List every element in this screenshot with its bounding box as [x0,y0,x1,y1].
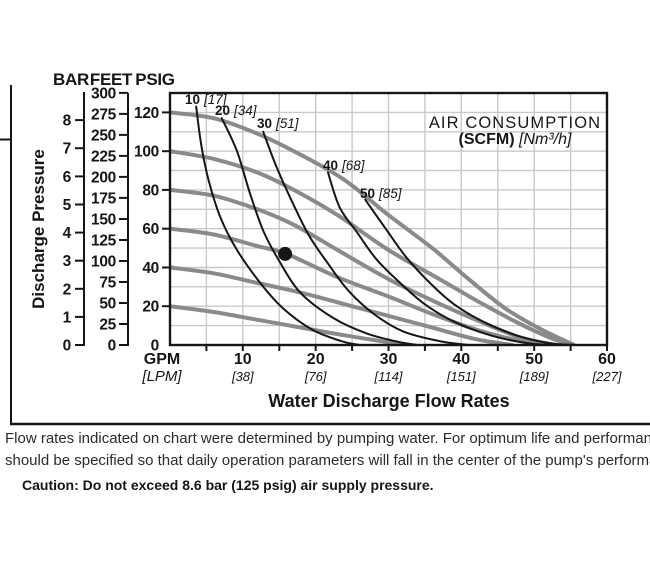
air-curve-10scfm [195,105,361,345]
psig-tick-label: 80 [142,182,159,199]
caution-text: Caution: Do not exceed 8.6 bar (125 psig… [22,477,434,493]
pump-curve-120psig [170,110,577,345]
operating-point-dot [278,246,293,261]
legend-nm3h: [Nm³/h] [518,131,572,148]
air-curve-label-50: 50 [85] [360,186,403,201]
lpm-tick-label: [227] [592,369,622,384]
grid [170,93,607,345]
legend-scfm: (SCFM) [458,131,515,148]
air-curve-50scfm [364,198,576,345]
feet-tick-label: 175 [91,190,117,207]
bar-tick-label: 5 [63,197,72,214]
bar-tick-label: 8 [63,113,72,130]
lpm-tick-label: [114] [374,369,403,384]
feet-tick-label: 150 [91,212,116,229]
gpm-axis: 10[38] 20[76] 30[114] 40[151] 50[189] 60[227] [205,346,622,384]
feet-tick-label: 225 [91,148,117,165]
psig-tick-label: 100 [134,144,159,161]
gpm-tick-label: 60 [598,351,616,368]
psig-axis-header: PSIG [135,70,175,89]
feet-tick-label: 0 [108,338,116,355]
footnote-line2: should be specified so that daily operat… [5,452,650,469]
bar-axis: 0 1 2 3 4 5 6 7 8 [63,92,85,355]
air-curve-label-20: 20 [34] [215,103,258,118]
x-axis-unit: GPM [LPM] [142,351,181,385]
bar-tick-label: 4 [63,225,72,242]
gpm-tick-label: 20 [307,351,325,368]
air-consumption-legend: AIR CONSUMPTION (SCFM) [Nm³/h] [429,115,601,148]
psig-tick-label: 120 [134,105,159,122]
feet-tick-label: 25 [99,317,116,334]
air-curve-label-10: 10 [17] [185,92,228,107]
legend-units: (SCFM) [Nm³/h] [429,132,601,148]
feet-axis: 0 25 50 75 100 125 150 175 200 225 250 275 300 [91,85,129,355]
footnote-line1: Flow rates indicated on chart were deter… [5,430,650,447]
air-curve-20scfm [220,117,419,345]
feet-axis-header: FEET [89,70,133,89]
bar-tick-label: 7 [63,141,71,158]
gpm-tick-label: 40 [452,351,470,368]
lpm-tick-label: [38] [231,369,254,384]
feet-tick-label: 75 [99,275,116,292]
lpm-tick-label: [151] [446,369,476,384]
psig-tick-label: 40 [142,260,159,277]
gpm-tick-label: 30 [380,351,398,368]
feet-tick-label: 250 [91,127,116,144]
psig-axis: 0 20 40 60 80 100 120 [134,105,170,355]
bar-tick-label: 0 [63,338,71,355]
pump-curve-100psig [170,149,573,345]
pump-curve-40psig [170,265,515,345]
footnote: Flow rates indicated on chart were deter… [5,428,650,472]
bar-tick-label: 1 [63,309,72,326]
x-unit-gpm: GPM [143,351,181,368]
pump-curve-60psig [170,226,548,345]
feet-tick-label: 200 [91,169,116,186]
gpm-tick-label: 10 [234,351,252,368]
lpm-tick-label: [76] [304,369,327,384]
pump-curve-20psig [170,304,413,345]
air-curve-30scfm [262,130,470,345]
plot-border [168,91,609,347]
bar-tick-label: 2 [63,281,71,298]
y-axis-title: Discharge Pressure [29,149,48,309]
feet-tick-label: 50 [99,296,116,313]
legend-title: AIR CONSUMPTION [428,114,602,132]
gpm-tick-label: 50 [525,351,543,368]
air-curve-40scfm [327,171,554,345]
lpm-tick-label: [189] [519,369,549,384]
feet-tick-label: 125 [91,233,117,250]
air-curve-label-30: 30 [51] [257,116,300,131]
psig-tick-label: 0 [151,338,159,355]
bar-tick-label: 3 [63,253,72,270]
feet-tick-label: 300 [91,85,116,102]
bar-axis-header: BAR [53,70,89,89]
x-axis-title: Water Discharge Flow Rates [268,391,510,411]
psig-tick-label: 60 [142,221,159,238]
air-curve-label-40: 40 [68] [323,158,366,173]
feet-tick-label: 275 [91,106,117,123]
psig-tick-label: 20 [142,299,159,316]
x-unit-lpm: [LPM] [142,368,182,385]
curves [170,105,577,345]
feet-tick-label: 100 [91,254,116,271]
bar-tick-label: 6 [63,169,72,186]
